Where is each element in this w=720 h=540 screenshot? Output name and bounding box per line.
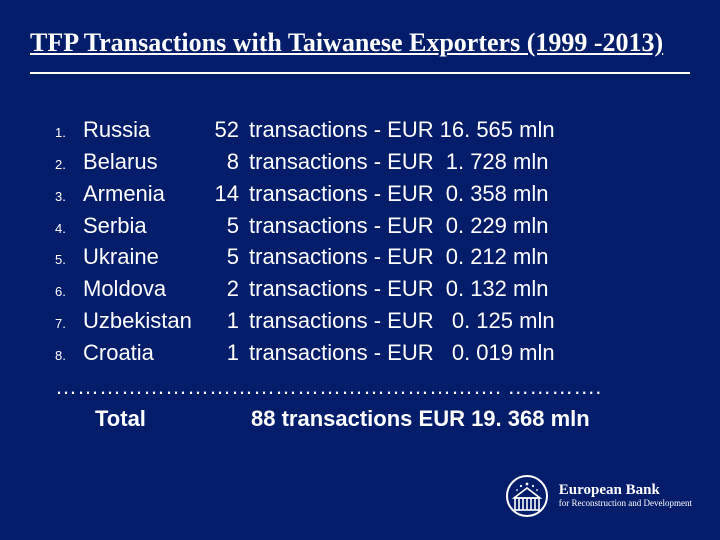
row-number: 5. — [55, 251, 83, 270]
logo-line1: European Bank — [559, 483, 692, 499]
table-row: 1. Russia 52 transactions - EUR 16. 565 … — [55, 114, 680, 146]
row-count: 5 — [205, 210, 239, 242]
slide-title: TFP Transactions with Taiwanese Exporter… — [30, 28, 690, 58]
row-amount: 0. 125 mln — [434, 305, 555, 337]
row-count: 1 — [205, 305, 239, 337]
row-number: 7. — [55, 315, 83, 334]
separator-dots: ……………………………………………………. …………. — [55, 369, 680, 402]
row-number: 2. — [55, 156, 83, 175]
row-number: 6. — [55, 283, 83, 302]
table-row: 2. Belarus 8 transactions - EUR 1. 728 m… — [55, 146, 680, 178]
row-count: 14 — [205, 178, 239, 210]
row-country: Ukraine — [83, 241, 205, 273]
row-txlabel: transactions - EUR — [239, 273, 434, 305]
row-amount: 0. 019 mln — [434, 337, 555, 369]
row-country: Moldova — [83, 273, 205, 305]
row-amount: 1. 728 mln — [434, 146, 549, 178]
row-amount: 0. 212 mln — [434, 241, 549, 273]
row-number: 8. — [55, 347, 83, 366]
row-number: 3. — [55, 188, 83, 207]
table-row: 5. Ukraine 5 transactions - EUR 0. 212 m… — [55, 241, 680, 273]
table-row: 6. Moldova 2 transactions - EUR 0. 132 m… — [55, 273, 680, 305]
row-amount: 0. 132 mln — [434, 273, 549, 305]
row-country: Uzbekistan — [83, 305, 205, 337]
content-area: 1. Russia 52 transactions - EUR 16. 565 … — [0, 74, 720, 432]
logo-line2: for Reconstruction and Development — [559, 499, 692, 508]
row-txlabel: transactions - EUR — [239, 146, 434, 178]
row-number: 1. — [55, 124, 83, 143]
total-row: Total 88 transactions EUR 19. 368 mln — [55, 402, 680, 432]
table-row: 7. Uzbekistan 1 transactions - EUR 0. 12… — [55, 305, 680, 337]
row-country: Belarus — [83, 146, 205, 178]
row-count: 5 — [205, 241, 239, 273]
row-txlabel: transactions - EUR — [239, 114, 434, 146]
row-count: 8 — [205, 146, 239, 178]
row-count: 52 — [205, 114, 239, 146]
row-number: 4. — [55, 220, 83, 239]
row-country: Armenia — [83, 178, 205, 210]
table-row: 3. Armenia 14 transactions - EUR 0. 358 … — [55, 178, 680, 210]
total-label: Total — [55, 406, 251, 432]
table-row: 4. Serbia 5 transactions - EUR 0. 229 ml… — [55, 210, 680, 242]
row-amount: 0. 358 mln — [434, 178, 549, 210]
row-country: Russia — [83, 114, 205, 146]
row-txlabel: transactions - EUR — [239, 178, 434, 210]
row-count: 1 — [205, 337, 239, 369]
row-count: 2 — [205, 273, 239, 305]
bank-logo-icon — [505, 474, 549, 518]
row-country: Serbia — [83, 210, 205, 242]
row-amount: 0. 229 mln — [434, 210, 549, 242]
row-country: Croatia — [83, 337, 205, 369]
row-txlabel: transactions - EUR — [239, 241, 434, 273]
row-txlabel: transactions - EUR — [239, 210, 434, 242]
table-row: 8. Croatia 1 transactions - EUR 0. 019 m… — [55, 337, 680, 369]
row-amount: 16. 565 mln — [434, 114, 555, 146]
row-txlabel: transactions - EUR — [239, 305, 434, 337]
total-text: 88 transactions EUR 19. 368 mln — [251, 406, 590, 432]
ebrd-logo: European Bank for Reconstruction and Dev… — [505, 474, 692, 518]
row-txlabel: transactions - EUR — [239, 337, 434, 369]
